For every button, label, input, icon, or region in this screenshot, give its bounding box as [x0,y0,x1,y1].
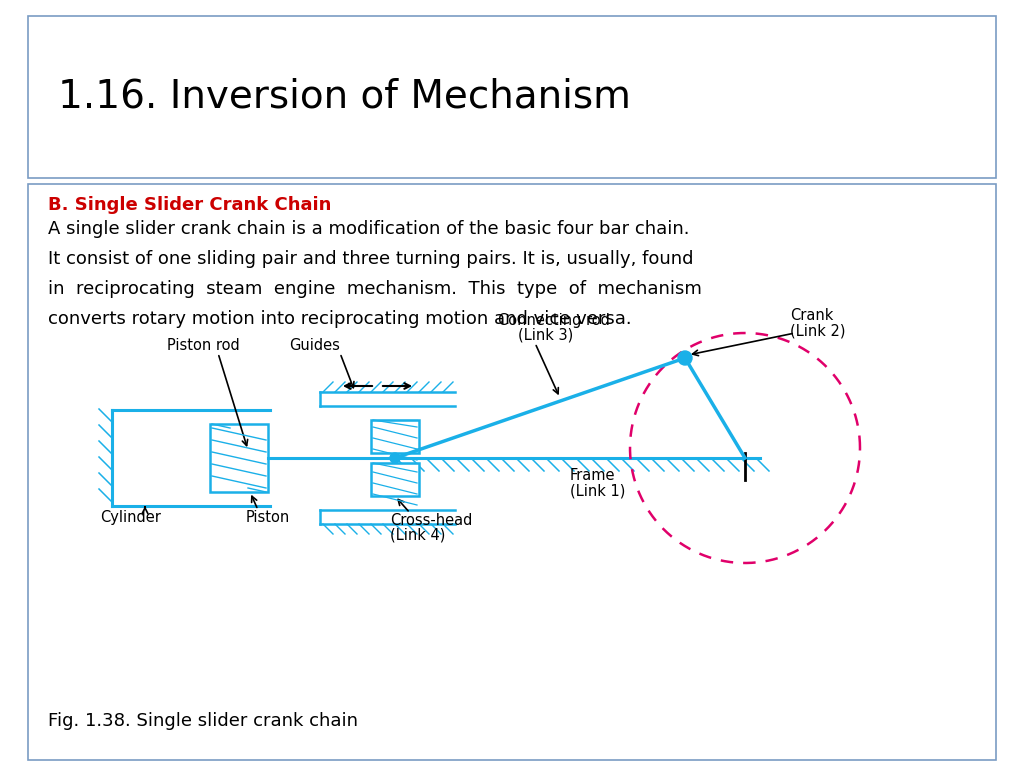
Circle shape [678,351,692,365]
Text: converts rotary motion into reciprocating motion and vice versa.: converts rotary motion into reciprocatin… [48,310,632,328]
Text: B. Single Slider Crank Chain: B. Single Slider Crank Chain [48,196,332,214]
Bar [371,463,419,496]
Circle shape [390,453,400,463]
Text: (Link 4): (Link 4) [390,527,445,542]
Text: Cylinder: Cylinder [100,510,161,525]
Text: Crank: Crank [790,308,834,323]
Text: Piston: Piston [246,510,290,525]
Bar [28,16,996,178]
Text: 1.16. Inversion of Mechanism: 1.16. Inversion of Mechanism [58,77,631,115]
Text: A single slider crank chain is a modification of the basic four bar chain.: A single slider crank chain is a modific… [48,220,689,238]
Bar [28,184,996,760]
Bar [210,424,268,492]
Text: (Link 1): (Link 1) [570,483,626,498]
Text: Connecting rod: Connecting rod [498,313,610,328]
Text: in  reciprocating  steam  engine  mechanism.  This  type  of  mechanism: in reciprocating steam engine mechanism.… [48,280,701,298]
Text: (Link 3): (Link 3) [518,328,573,343]
Text: Piston rod: Piston rod [167,338,240,353]
Bar [371,420,419,453]
Text: Cross-head: Cross-head [390,513,472,528]
Text: It consist of one sliding pair and three turning pairs. It is, usually, found: It consist of one sliding pair and three… [48,250,693,268]
Text: Guides: Guides [289,338,340,353]
Text: (Link 2): (Link 2) [790,323,846,338]
Text: Frame: Frame [570,468,615,483]
Text: Fig. 1.38. Single slider crank chain: Fig. 1.38. Single slider crank chain [48,712,358,730]
